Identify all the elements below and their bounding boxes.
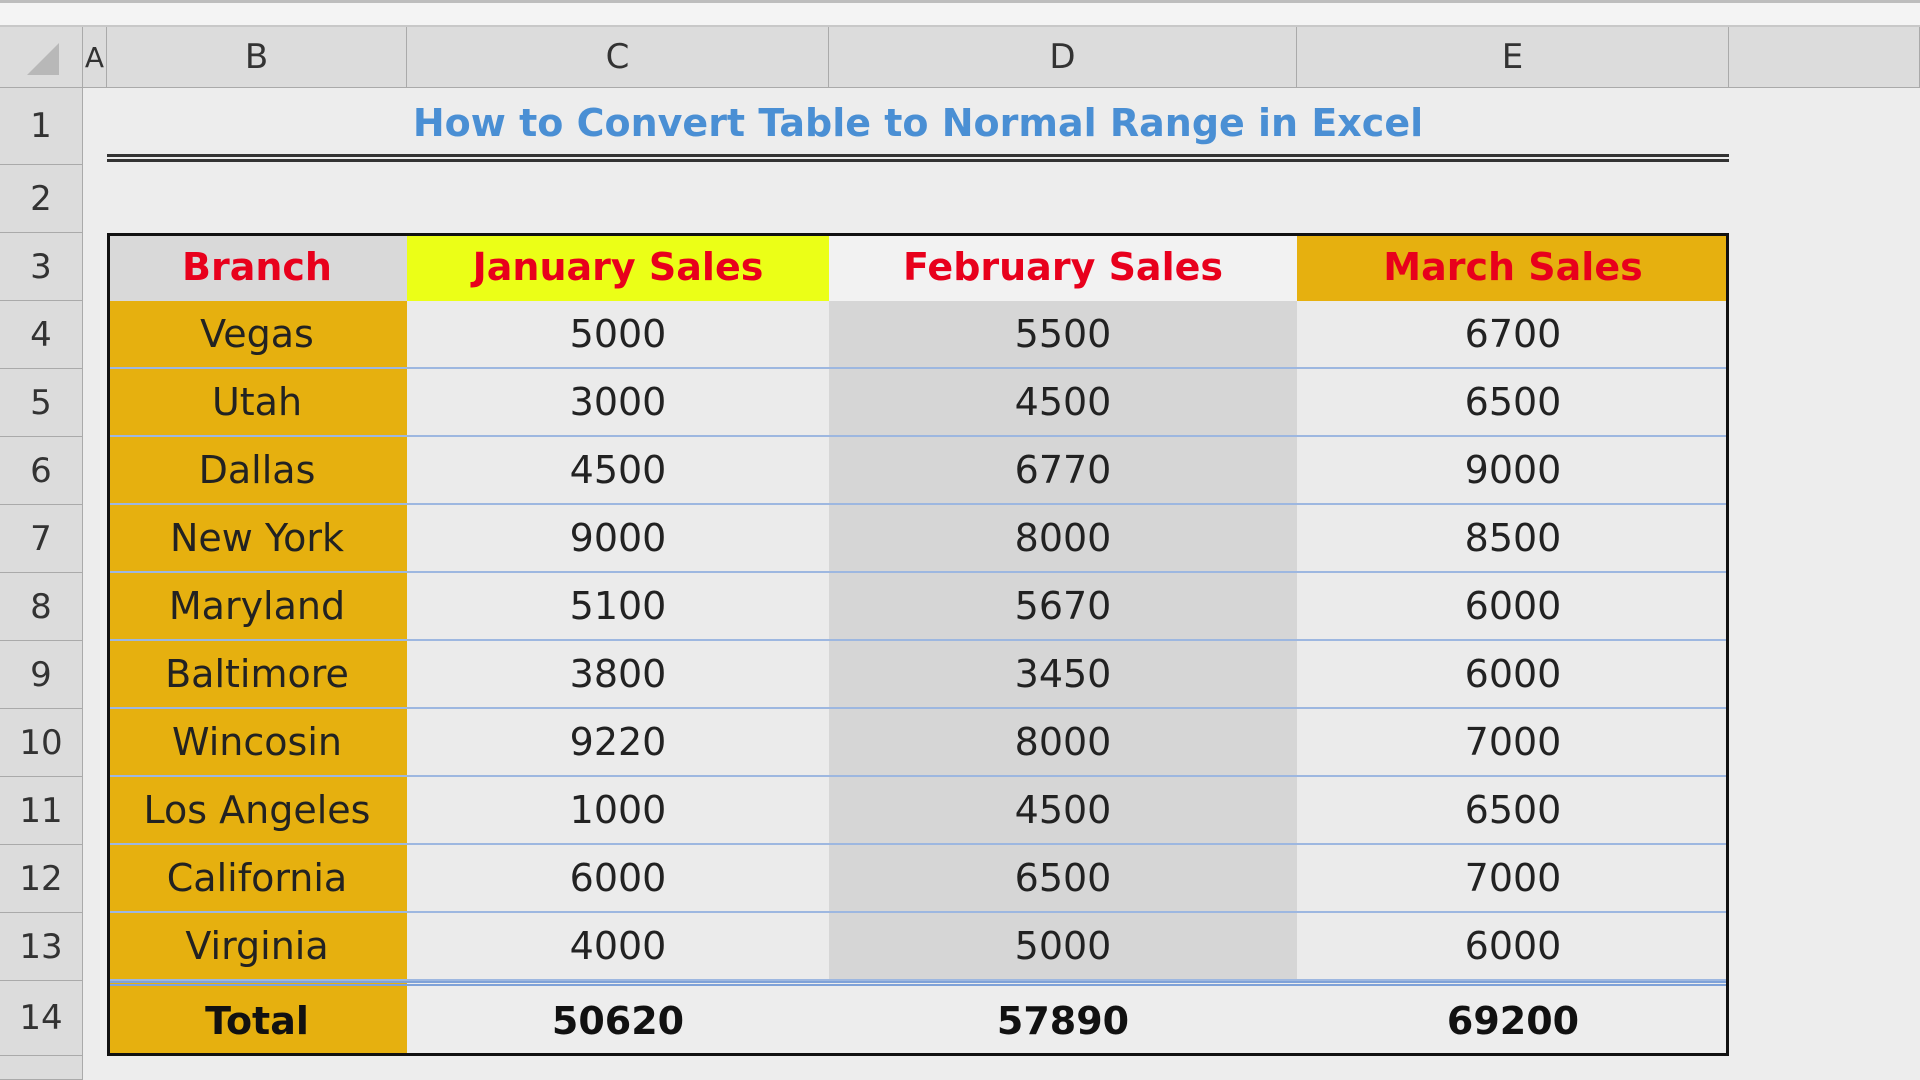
- total-cell[interactable]: 69200: [1297, 981, 1729, 1056]
- table-cell[interactable]: New York: [107, 505, 407, 573]
- title-underline: [107, 154, 1729, 162]
- table-header[interactable]: February Sales: [829, 233, 1297, 301]
- table-cell[interactable]: 8000: [829, 709, 1297, 777]
- table-cell[interactable]: 3800: [407, 641, 829, 709]
- column-header[interactable]: [1729, 27, 1920, 88]
- table-cell[interactable]: 6000: [1297, 573, 1729, 641]
- table-cell[interactable]: 4500: [829, 777, 1297, 845]
- table-cell[interactable]: 3450: [829, 641, 1297, 709]
- table-cell[interactable]: 5670: [829, 573, 1297, 641]
- table-cell[interactable]: 7000: [1297, 845, 1729, 913]
- table-cell[interactable]: 6500: [829, 845, 1297, 913]
- table-cell[interactable]: 4000: [407, 913, 829, 981]
- table-cell[interactable]: 5100: [407, 573, 829, 641]
- table-header[interactable]: January Sales: [407, 233, 829, 301]
- column-header[interactable]: A: [83, 27, 107, 88]
- table-cell[interactable]: 9000: [1297, 437, 1729, 505]
- column-header[interactable]: B: [107, 27, 407, 88]
- select-all[interactable]: [0, 27, 83, 88]
- table-cell[interactable]: Virginia: [107, 913, 407, 981]
- table-cell[interactable]: Utah: [107, 369, 407, 437]
- total-cell[interactable]: 50620: [407, 981, 829, 1056]
- table-cell[interactable]: California: [107, 845, 407, 913]
- column-header[interactable]: E: [1297, 27, 1729, 88]
- table-cell[interactable]: 6000: [407, 845, 829, 913]
- table-cell[interactable]: 1000: [407, 777, 829, 845]
- table-cell[interactable]: 5000: [829, 913, 1297, 981]
- table-header[interactable]: March Sales: [1297, 233, 1729, 301]
- row-header[interactable]: 6: [0, 437, 83, 505]
- table-cell[interactable]: 9220: [407, 709, 829, 777]
- table-cell[interactable]: Maryland: [107, 573, 407, 641]
- table-cell[interactable]: 5000: [407, 301, 829, 369]
- row-header[interactable]: 2: [0, 165, 83, 233]
- table-header[interactable]: Branch: [107, 233, 407, 301]
- table-cell[interactable]: 8000: [829, 505, 1297, 573]
- table-cell[interactable]: 6000: [1297, 913, 1729, 981]
- table-cell[interactable]: 7000: [1297, 709, 1729, 777]
- select-all-icon: [27, 43, 59, 75]
- table-cell[interactable]: 3000: [407, 369, 829, 437]
- column-header[interactable]: C: [407, 27, 829, 88]
- row-header[interactable]: 14: [0, 981, 83, 1056]
- table-cell[interactable]: 4500: [407, 437, 829, 505]
- row-header[interactable]: 3: [0, 233, 83, 301]
- table-cell[interactable]: 6770: [829, 437, 1297, 505]
- row-header[interactable]: 11: [0, 777, 83, 845]
- row-header[interactable]: 1: [0, 88, 83, 165]
- table-cell[interactable]: 4500: [829, 369, 1297, 437]
- table-cell[interactable]: Los Angeles: [107, 777, 407, 845]
- table-cell[interactable]: 6500: [1297, 777, 1729, 845]
- sheet-title[interactable]: How to Convert Table to Normal Range in …: [412, 101, 1424, 145]
- table-cell[interactable]: 6700: [1297, 301, 1729, 369]
- row-header[interactable]: 9: [0, 641, 83, 709]
- row-header[interactable]: 12: [0, 845, 83, 913]
- total-cell[interactable]: Total: [107, 981, 407, 1056]
- row-header[interactable]: 8: [0, 573, 83, 641]
- table-cell[interactable]: 5500: [829, 301, 1297, 369]
- table-cell[interactable]: 8500: [1297, 505, 1729, 573]
- table-cell[interactable]: 6000: [1297, 641, 1729, 709]
- toolbar-edge: [0, 0, 1920, 27]
- table-cell[interactable]: Wincosin: [107, 709, 407, 777]
- row-header[interactable]: 4: [0, 301, 83, 369]
- table-cell[interactable]: Baltimore: [107, 641, 407, 709]
- table-cell[interactable]: Vegas: [107, 301, 407, 369]
- table-cell[interactable]: Dallas: [107, 437, 407, 505]
- column-header[interactable]: D: [829, 27, 1297, 88]
- row-header[interactable]: 10: [0, 709, 83, 777]
- row-header[interactable]: 5: [0, 369, 83, 437]
- row-header[interactable]: [0, 1056, 83, 1080]
- table-cell[interactable]: 6500: [1297, 369, 1729, 437]
- row-header[interactable]: 7: [0, 505, 83, 573]
- total-cell[interactable]: 57890: [829, 981, 1297, 1056]
- table-cell[interactable]: 9000: [407, 505, 829, 573]
- row-header[interactable]: 13: [0, 913, 83, 981]
